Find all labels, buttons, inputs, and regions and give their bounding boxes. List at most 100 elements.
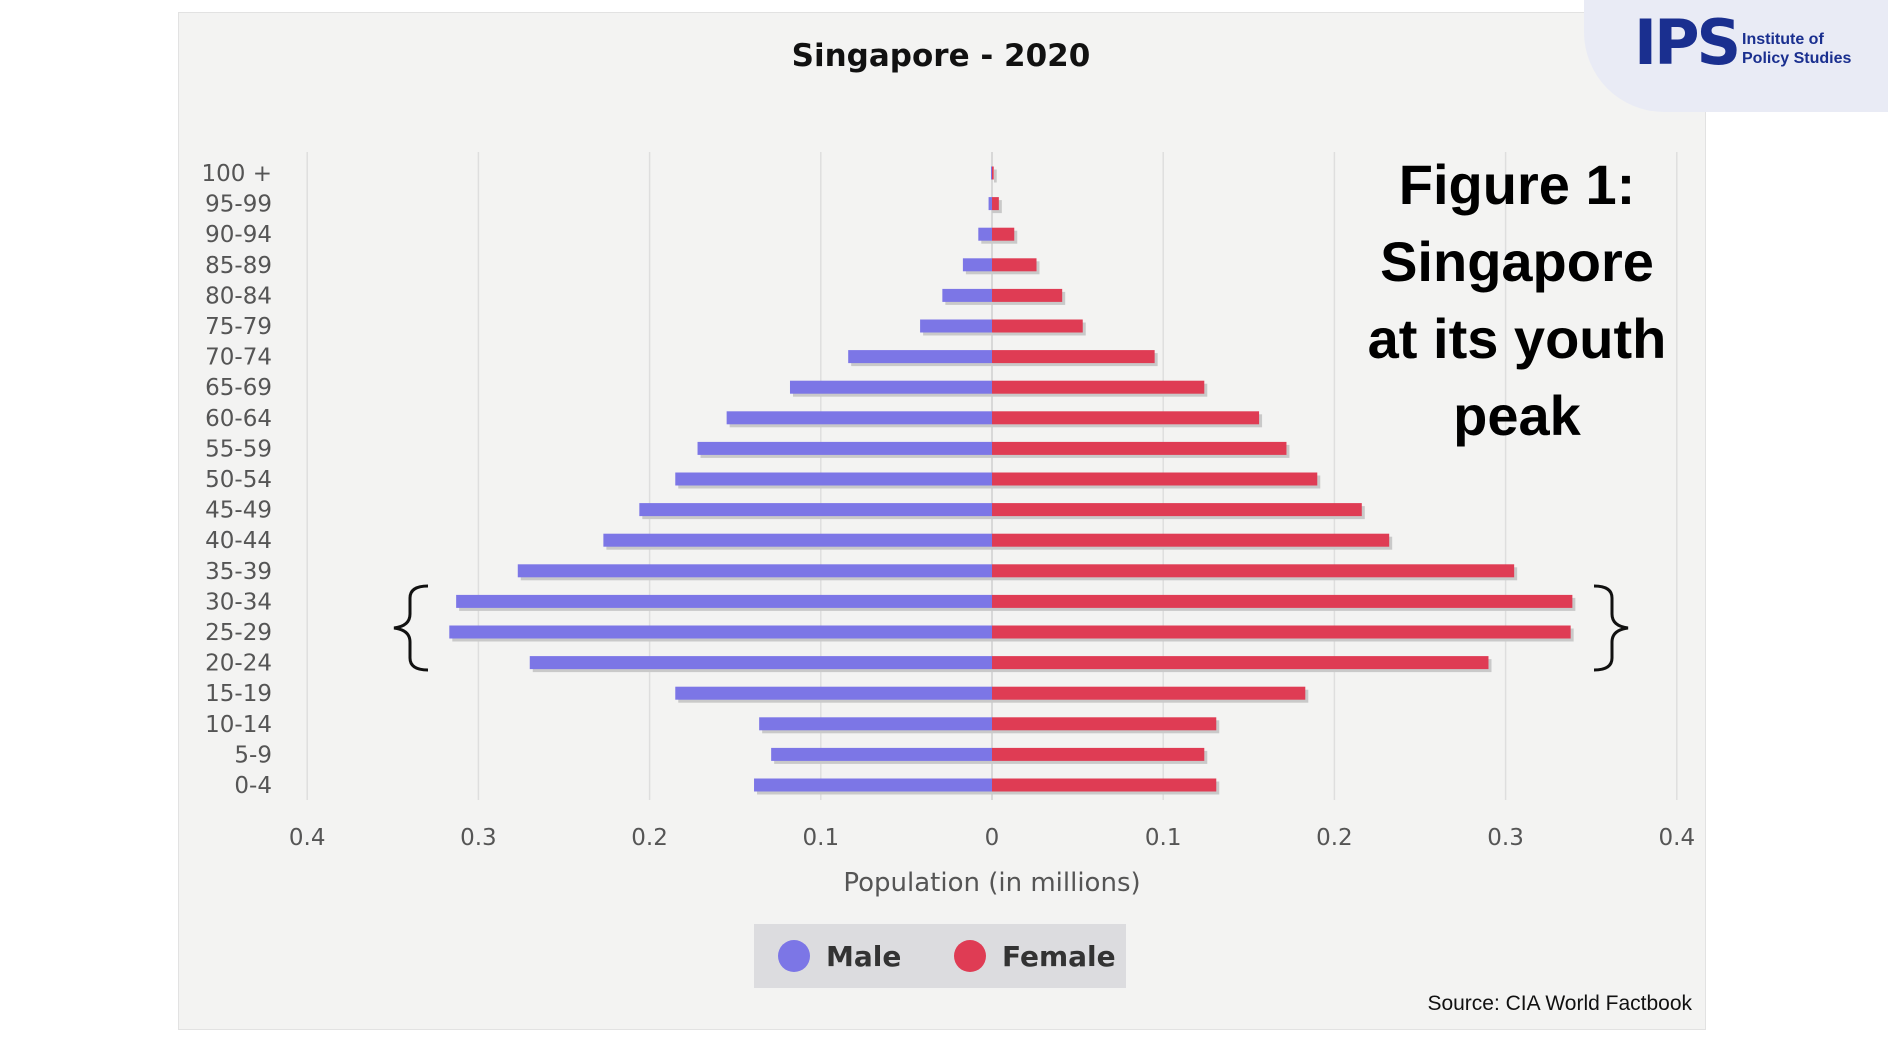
chart-title: Singapore - 2020	[792, 38, 1091, 74]
male-bar	[726, 411, 992, 425]
female-bar	[992, 380, 1205, 394]
age-group-label: 15-19	[205, 681, 272, 707]
male-bar	[456, 594, 992, 608]
age-group-label: 80-84	[205, 283, 272, 309]
male-bar	[754, 778, 992, 792]
female-bar	[992, 656, 1489, 670]
logo-mark: IPS	[1634, 6, 1741, 79]
female-bar	[992, 594, 1573, 608]
female-bar	[992, 686, 1306, 700]
male-bar	[848, 350, 992, 364]
age-group-label: 20-24	[205, 651, 272, 677]
bar-shadow	[995, 169, 997, 183]
female-bar	[992, 717, 1217, 731]
source-note: Source: CIA World Factbook	[1427, 992, 1692, 1015]
legend-item-male: Male	[778, 924, 901, 988]
female-dot-icon	[954, 940, 986, 972]
x-axis-label: Population (in millions)	[843, 868, 1140, 898]
male-bar	[675, 686, 992, 700]
male-bar	[920, 319, 992, 333]
age-group-label: 90-94	[205, 222, 272, 248]
female-bar	[992, 350, 1155, 364]
male-bar	[942, 288, 992, 302]
logo-text-line-1: Institute of	[1742, 31, 1824, 48]
left-bracket-icon	[393, 584, 429, 672]
age-group-label: 95-99	[205, 192, 272, 218]
age-group-label: 85-89	[205, 253, 272, 279]
age-group-label: 100 +	[202, 161, 272, 187]
male-bar	[978, 227, 992, 241]
male-bar	[449, 625, 992, 639]
age-group-label: 65-69	[205, 375, 272, 401]
chart-panel	[178, 12, 1706, 1030]
male-bar	[991, 166, 992, 180]
male-bar	[759, 717, 992, 731]
age-group-label: 5-9	[234, 742, 272, 768]
bar-shadow	[994, 169, 995, 183]
legend-label-female: Female	[1002, 939, 1116, 973]
male-bar	[603, 533, 992, 547]
age-group-label: 70-74	[205, 345, 272, 371]
x-tick-label: 0.4	[289, 825, 326, 851]
bars	[449, 166, 1576, 795]
age-group-label: 25-29	[205, 620, 272, 646]
male-bar	[529, 656, 992, 670]
legend: Male Female	[754, 924, 1126, 988]
legend-label-male: Male	[826, 939, 902, 973]
ips-logo: IPS Institute of Policy Studies	[1584, 0, 1888, 112]
caption-line-2: Singapore	[1380, 230, 1654, 293]
x-tick-labels: 0.4 0.3 0.2 0.1 0 0.1 0.2 0.3 0.4	[289, 825, 1695, 851]
female-bar	[992, 533, 1390, 547]
age-group-label: 30-34	[205, 589, 272, 615]
female-bar	[992, 625, 1571, 639]
x-tick-label: 0.2	[1316, 825, 1353, 851]
age-group-label: 45-49	[205, 498, 272, 524]
x-tick-label: 0.1	[803, 825, 840, 851]
male-bar	[517, 564, 992, 578]
x-tick-label: 0.2	[631, 825, 668, 851]
age-group-label: 40-44	[205, 528, 272, 554]
male-bar	[771, 747, 992, 761]
caption-line-1: Figure 1:	[1398, 153, 1636, 216]
female-bar	[992, 227, 1015, 241]
male-dot-icon	[778, 940, 810, 972]
x-tick-label: 0.3	[1487, 825, 1524, 851]
logo-text-line-2: Policy Studies	[1742, 50, 1852, 67]
female-bar	[992, 411, 1260, 425]
right-bracket-icon	[1593, 584, 1629, 672]
age-group-label: 55-59	[205, 436, 272, 462]
male-bar	[697, 441, 992, 455]
age-group-label: 0-4	[234, 773, 272, 799]
male-bar	[789, 380, 992, 394]
age-group-label: 35-39	[205, 559, 272, 585]
female-bar	[992, 441, 1287, 455]
female-bar	[992, 288, 1063, 302]
age-group-label: 50-54	[205, 467, 272, 493]
male-bar	[988, 197, 992, 211]
figure-caption: Figure 1: Singapore at its youth peak	[1322, 146, 1712, 454]
legend-item-female: Female	[954, 924, 1116, 988]
female-bar	[992, 197, 999, 211]
age-group-labels: 100 + 95-99 90-94 85-89 80-84 75-79 70-74 65-69…	[202, 161, 272, 799]
x-tick-label: 0.3	[460, 825, 497, 851]
age-group-label: 75-79	[205, 314, 272, 340]
logo-text: Institute of Policy Studies	[1742, 30, 1882, 68]
male-bar	[962, 258, 992, 272]
female-bar	[992, 472, 1318, 486]
female-bar	[992, 778, 1217, 792]
x-tick-label: 0	[985, 825, 1000, 851]
x-tick-label: 0.4	[1659, 825, 1696, 851]
age-group-label: 60-64	[205, 406, 272, 432]
caption-line-3: at its youth	[1367, 307, 1667, 370]
caption-line-4: peak	[1453, 384, 1581, 447]
female-bar	[992, 258, 1037, 272]
female-bar	[992, 747, 1205, 761]
female-bar	[992, 564, 1515, 578]
male-bar	[639, 503, 992, 517]
x-tick-label: 0.1	[1145, 825, 1182, 851]
age-group-label: 10-14	[205, 712, 272, 738]
female-bar	[992, 166, 994, 180]
female-bar	[992, 319, 1083, 333]
male-bar	[675, 472, 992, 486]
